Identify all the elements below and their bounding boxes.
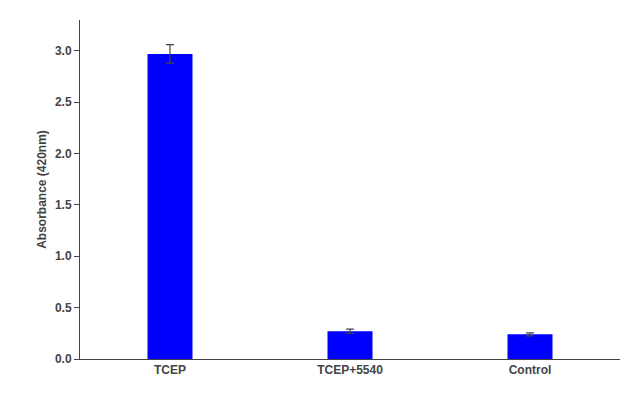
svg-text:1.5: 1.5 — [55, 198, 72, 212]
svg-text:0.0: 0.0 — [55, 352, 72, 366]
svg-text:2.0: 2.0 — [55, 147, 72, 161]
svg-text:1.0: 1.0 — [55, 249, 72, 263]
svg-text:Control: Control — [509, 363, 552, 377]
svg-text:Absorbance (420nm): Absorbance (420nm) — [35, 130, 49, 249]
svg-text:3.0: 3.0 — [55, 44, 72, 58]
svg-text:TCEP: TCEP — [154, 363, 186, 377]
svg-text:0.5: 0.5 — [55, 301, 72, 315]
svg-text:TCEP+5540: TCEP+5540 — [317, 363, 383, 377]
svg-text:2.5: 2.5 — [55, 95, 72, 109]
